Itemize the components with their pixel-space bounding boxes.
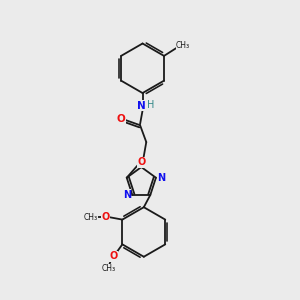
Text: N: N — [137, 101, 146, 111]
Text: O: O — [138, 157, 146, 167]
Text: CH₃: CH₃ — [101, 264, 116, 273]
Text: N: N — [157, 173, 165, 183]
Text: O: O — [117, 113, 125, 124]
Text: O: O — [109, 251, 118, 261]
Text: N: N — [123, 190, 131, 200]
Text: CH₃: CH₃ — [84, 213, 98, 222]
Text: CH₃: CH₃ — [176, 41, 190, 50]
Text: O: O — [101, 212, 110, 222]
Text: H: H — [147, 100, 154, 110]
